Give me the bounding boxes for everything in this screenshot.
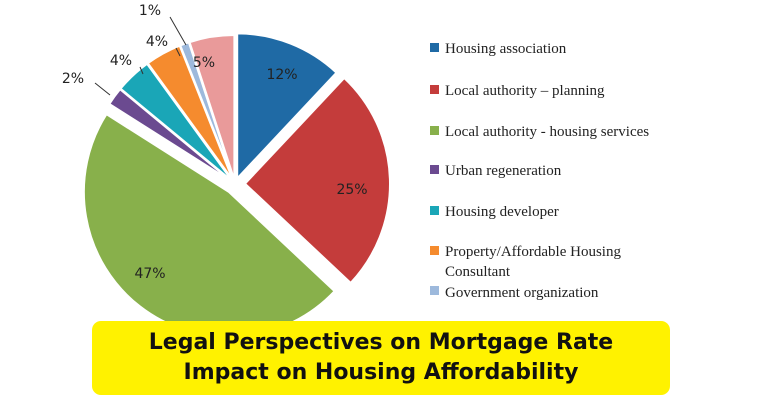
legend-swatch-property-consultant <box>430 246 439 255</box>
pie-slices <box>82 32 391 338</box>
pie-slice-1 <box>236 32 338 181</box>
legend-label-local-authority-housing-services: Local authority - housing services <box>445 124 649 140</box>
leader-line-4 <box>94 82 111 96</box>
legend-label-housing-association: Housing association <box>445 41 567 57</box>
leader-line-7 <box>169 16 187 46</box>
legend-label-government-organization: Government organization <box>445 285 599 301</box>
slice-label-7: 1% <box>139 3 161 19</box>
slice-label-3: 47% <box>134 266 165 282</box>
slice-label-6: 4% <box>146 34 168 50</box>
slice-label-1: 12% <box>266 67 297 83</box>
pie-labels: 12% 25% 47% 2% 4% 4% 1% 5% <box>62 3 368 282</box>
legend-swatch-housing-developer <box>430 206 439 215</box>
leader-line-5 <box>139 66 144 75</box>
banner-title: Legal Perspectives on Mortgage Rate Impa… <box>148 330 614 385</box>
legend-swatch-local-authority-planning <box>430 85 439 94</box>
title-banner: Legal Perspectives on Mortgage Rate Impa… <box>92 321 670 395</box>
pie-slice-2 <box>243 76 391 285</box>
leader-line-6 <box>175 47 181 57</box>
pie-slice-5 <box>119 62 234 182</box>
pie-slice-8 <box>188 34 236 181</box>
slice-label-5: 4% <box>110 53 132 69</box>
slice-label-2: 25% <box>336 182 367 198</box>
legend-swatch-housing-association <box>430 43 439 52</box>
legend-swatch-urban-regeneration <box>430 165 439 174</box>
legend-label-local-authority-planning: Local authority – planning <box>445 83 605 99</box>
slice-label-4: 2% <box>62 71 84 87</box>
legend-swatch-local-authority-housing-services <box>430 126 439 135</box>
legend-swatch-government-organization <box>430 286 439 295</box>
legend-label-property-consultant: Property/Affordable Housing <box>445 244 621 260</box>
legend-label-housing-developer: Housing developer <box>445 204 559 220</box>
legend-label-urban-regeneration: Urban regeneration <box>445 163 562 179</box>
legend-label-property-consultant-line2: Consultant <box>445 264 511 280</box>
legend: Housing association Local authority – pl… <box>430 41 649 301</box>
slice-label-8: 5% <box>193 55 215 71</box>
